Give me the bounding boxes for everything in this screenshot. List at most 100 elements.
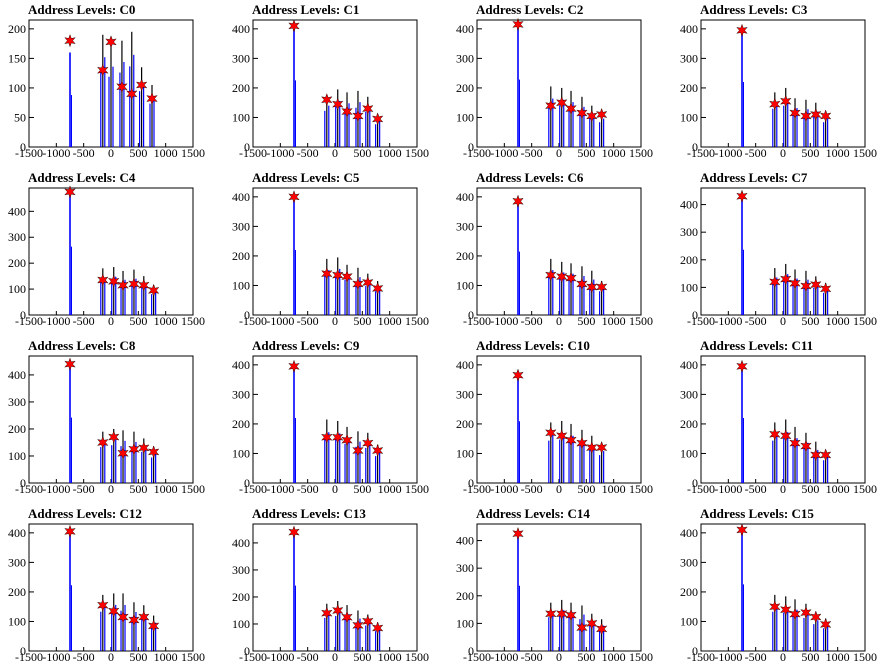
y-tick-label: 200 (456, 589, 474, 603)
plot-frame (700, 187, 866, 316)
x-tick-label: 1000 (826, 650, 850, 664)
plot-frame (28, 523, 194, 652)
peak-marker (117, 278, 129, 292)
y-tick-label: 0 (468, 140, 474, 154)
x-tick-label: 0 (108, 482, 114, 496)
x-tick-label: 500 (129, 314, 147, 328)
peak-marker (565, 101, 577, 116)
x-tick-label: 500 (577, 650, 595, 664)
x-tick-label: 0 (332, 650, 338, 664)
x-tick-label: 0 (332, 482, 338, 496)
x-tick-label: 1500 (629, 482, 653, 496)
peak-marker (97, 63, 109, 77)
histogram-peak (69, 364, 72, 483)
chart-title: Address Levels: C7 (700, 170, 808, 185)
peak-marker (288, 359, 300, 373)
peak-marker (800, 605, 812, 620)
x-tick-label: 500 (577, 146, 595, 160)
y-tick-label: 100 (680, 280, 698, 294)
y-tick-label: 200 (8, 422, 26, 436)
peak-marker (332, 268, 344, 282)
x-tick-label: 0 (332, 146, 338, 160)
chart-svg: Address Levels: C12 0 100 200 300 400 -1500 -10… (8, 506, 205, 664)
histogram-peak (293, 532, 296, 651)
chart-panel: Address Levels: C10 0 100 200 300 400 -1500 -10… (448, 336, 672, 504)
y-tick-label: 300 (8, 395, 26, 409)
histogram-peak (108, 46, 114, 147)
chart-title: Address Levels: C11 (700, 338, 813, 353)
chart-svg: Address Levels: C3 0 100 200 300 400 -1500 -100… (680, 2, 877, 160)
x-tick-label: -1000 (42, 482, 70, 496)
chart-svg: Address Levels: C7 0 100 200 300 400 -1500 -100… (680, 170, 877, 328)
histogram-peak (741, 28, 744, 147)
x-tick-label: 1500 (853, 650, 877, 664)
x-tick-label: -1500 (15, 314, 43, 328)
histogram-peak (783, 419, 789, 483)
peak-marker (595, 440, 608, 455)
peak-marker (595, 622, 608, 636)
peak-marker (576, 620, 588, 635)
x-tick-label: -1500 (239, 482, 267, 496)
x-tick-label: -1500 (15, 482, 43, 496)
histogram-peak (324, 419, 330, 483)
x-tick-label: 1000 (378, 482, 402, 496)
peak-marker (545, 426, 557, 440)
x-tick-label: 1000 (378, 650, 402, 664)
peak-marker (146, 91, 158, 106)
peak-marker (736, 189, 748, 203)
chart-panel: Address Levels: C2 0 100 200 300 400 -1500 -100… (448, 0, 672, 168)
chart-svg: Address Levels: C8 0 100 200 300 400 -1500 -100… (8, 338, 205, 496)
x-tick-label: 1000 (154, 314, 178, 328)
chart-panel: Address Levels: C8 0 100 200 300 400 -1500 -100… (0, 336, 224, 504)
plot-frame (700, 19, 866, 148)
x-tick-label: 1500 (853, 146, 877, 160)
plot-frame (252, 19, 418, 148)
x-tick-label: 0 (780, 146, 786, 160)
chart-svg: Address Levels: C0 0 50 100 150 200 -1500 -1000… (8, 2, 205, 160)
peak-marker (64, 524, 76, 538)
peak-marker (769, 97, 781, 111)
histogram-peak (100, 34, 106, 147)
peak-marker (586, 440, 598, 455)
y-tick-label: 200 (680, 585, 698, 599)
x-tick-label: -500 (521, 650, 543, 664)
chart-panel: Address Levels: C0 0 50 100 150 200 -1500 -1000… (0, 0, 224, 168)
chart-panel: Address Levels: C9 0 100 200 300 400 -1500 -100… (224, 336, 448, 504)
peak-marker (565, 608, 577, 622)
x-tick-label: -500 (745, 314, 767, 328)
peak-marker (800, 109, 812, 123)
y-tick-label: 300 (232, 219, 250, 233)
plot-frame (476, 19, 642, 148)
peak-marker (371, 443, 384, 458)
histogram-peak (69, 190, 72, 315)
chart-title: Address Levels: C2 (476, 2, 583, 17)
x-tick-label: -500 (73, 650, 95, 664)
y-tick-label: 0 (468, 644, 474, 658)
y-tick-label: 100 (232, 278, 250, 292)
histogram-peak (568, 263, 574, 315)
peak-marker (789, 607, 801, 621)
x-tick-label: 1500 (405, 146, 429, 160)
histogram-peak (517, 532, 520, 651)
y-tick-label: 300 (8, 555, 26, 569)
peak-marker (352, 443, 364, 458)
chart-title: Address Levels: C10 (476, 338, 590, 353)
y-tick-label: 200 (8, 585, 26, 599)
x-tick-label: -1000 (714, 482, 742, 496)
y-tick-label: 200 (680, 81, 698, 95)
x-tick-label: 500 (129, 146, 147, 160)
peak-marker (64, 185, 76, 199)
y-tick-label: 300 (456, 387, 474, 401)
peak-marker (97, 598, 109, 612)
histogram-peak (335, 257, 341, 315)
histogram-peak (517, 370, 520, 483)
y-tick-label: 100 (8, 449, 26, 463)
x-tick-label: -1500 (463, 146, 491, 160)
x-tick-label: -500 (745, 482, 767, 496)
chart-panel: Address Levels: C3 0 100 200 300 400 -1500 -100… (672, 0, 896, 168)
y-tick-label: 100 (8, 81, 26, 95)
y-tick-label: 400 (456, 190, 474, 204)
x-tick-label: 1500 (853, 314, 877, 328)
histogram-peak (579, 96, 585, 147)
x-tick-label: -1500 (15, 650, 43, 664)
